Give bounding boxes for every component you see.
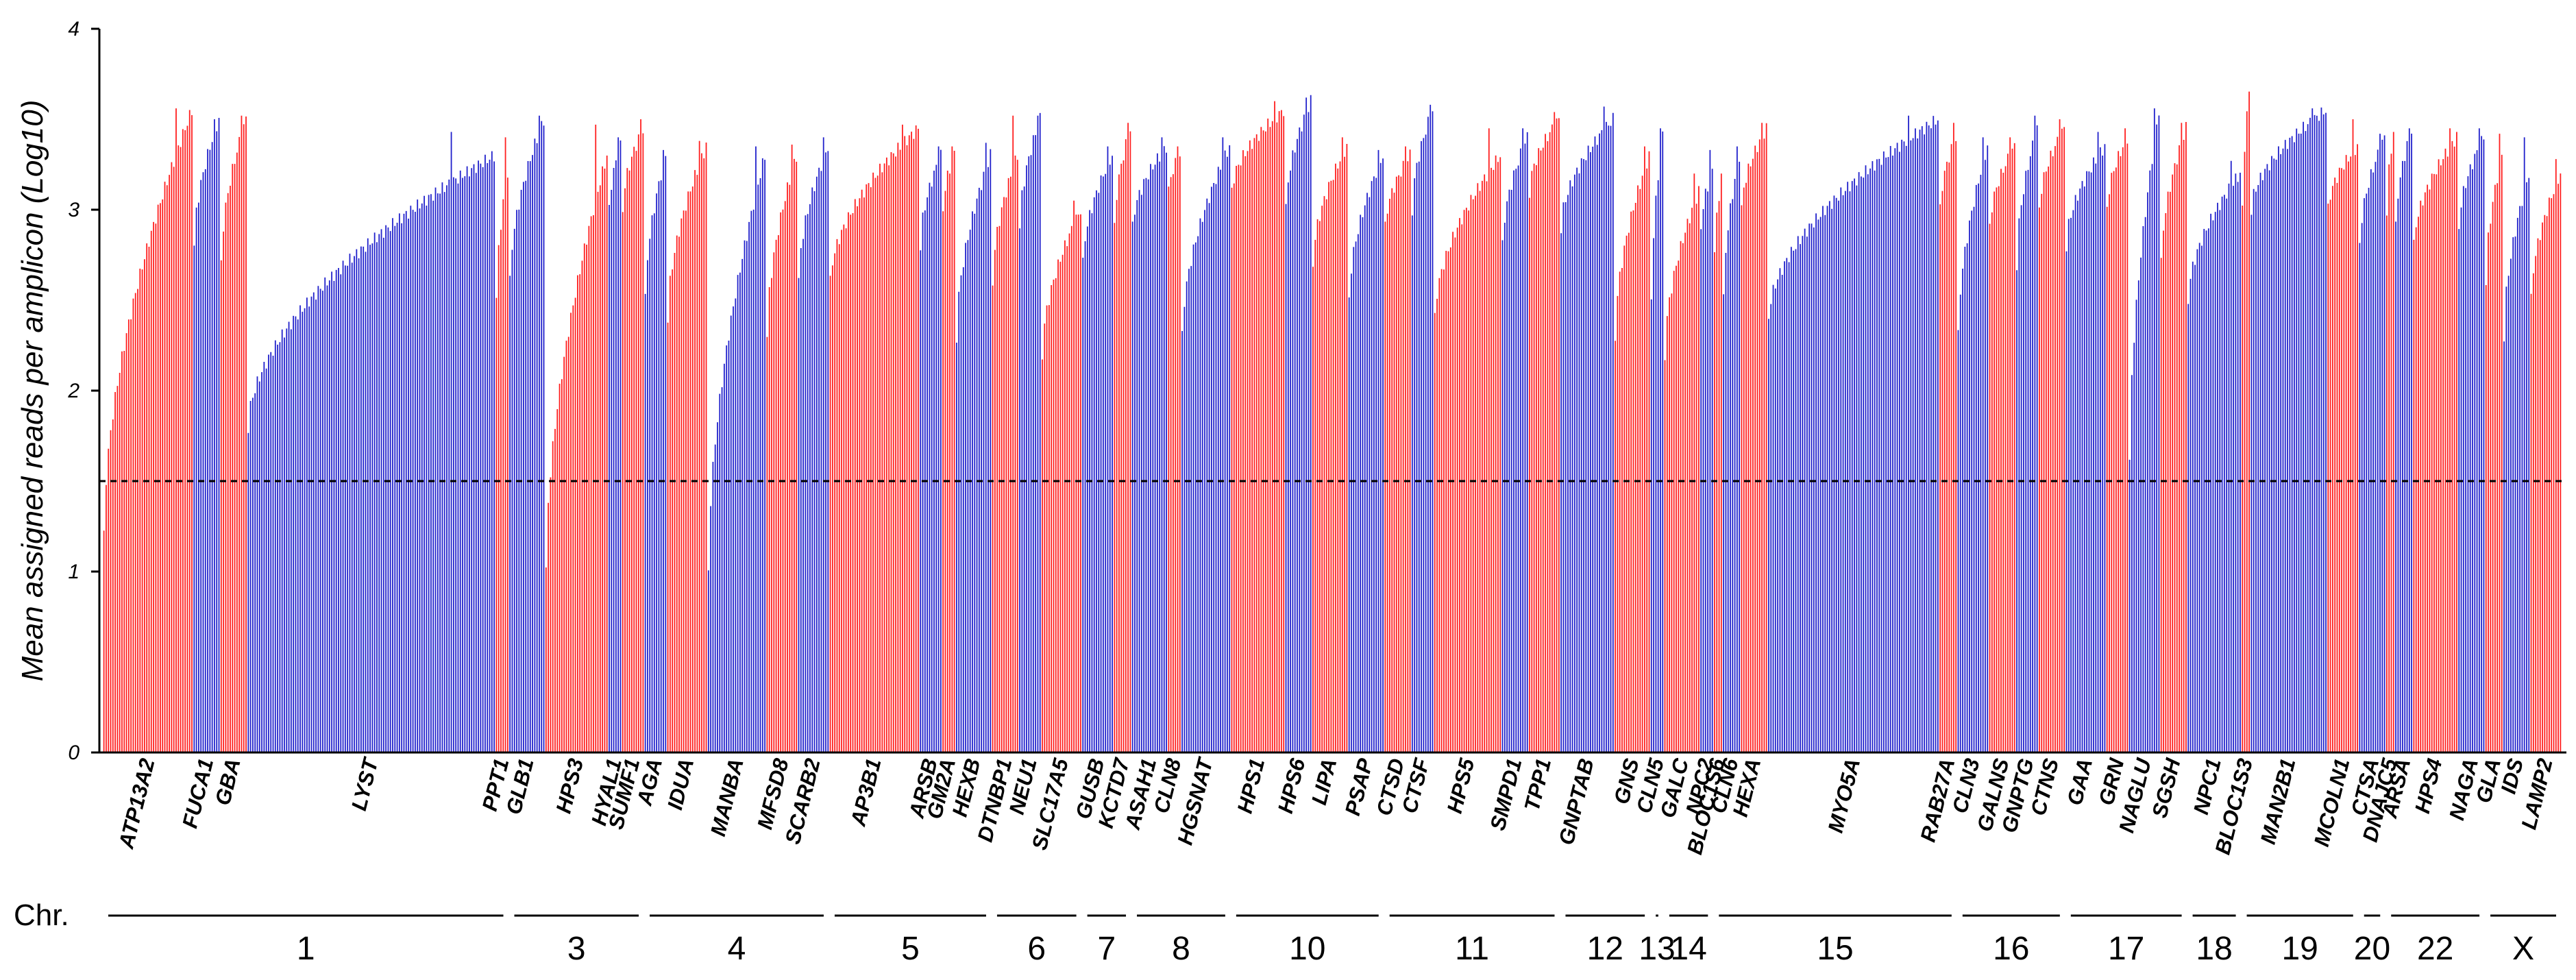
chromosome-label: 16 bbox=[1993, 931, 2029, 967]
chromosome-label: 8 bbox=[1172, 931, 1190, 967]
gene-label: NPC1 bbox=[2189, 756, 2226, 817]
chromosome-label: 20 bbox=[2354, 931, 2390, 967]
y-ticks: 0 1 2 3 4 bbox=[67, 18, 99, 764]
chromosome-label: 4 bbox=[728, 931, 746, 967]
chromosome-label: 17 bbox=[2108, 931, 2144, 967]
gene-label: SMPD1 bbox=[1486, 756, 1527, 833]
chromosome-label: 19 bbox=[2281, 931, 2318, 967]
chromosome-label: X bbox=[2512, 931, 2534, 967]
chromosome-label: 10 bbox=[1289, 931, 1325, 967]
chromosome-label: 14 bbox=[1670, 931, 1706, 967]
gene-label: HPS1 bbox=[1233, 756, 1270, 816]
gene-label: GAA bbox=[2063, 756, 2098, 807]
chromosome-label: 6 bbox=[1027, 931, 1046, 967]
chromosome-label: 11 bbox=[1455, 931, 1489, 967]
chromosome-label: 13 bbox=[1639, 931, 1675, 967]
bar-series bbox=[103, 91, 2562, 752]
chromosome-label: 12 bbox=[1587, 931, 1623, 967]
chromosome-label: 1 bbox=[297, 931, 315, 967]
gene-label: MCOLN1 bbox=[2309, 756, 2355, 848]
y-tick-label: 1 bbox=[68, 561, 79, 583]
gene-label: LYST bbox=[347, 754, 383, 813]
gene-label: MANBA bbox=[706, 756, 748, 838]
gene-label: ATP13A2 bbox=[114, 756, 160, 851]
chromosome-label: 5 bbox=[901, 931, 920, 967]
gene-label: HPS3 bbox=[552, 756, 589, 816]
y-tick-label: 4 bbox=[68, 18, 79, 40]
chromosome-label: 15 bbox=[1817, 931, 1853, 967]
chromosome-prefix: Chr. bbox=[14, 898, 69, 932]
gene-label: MYO5A bbox=[1824, 756, 1865, 835]
chromosome-label: 18 bbox=[2196, 931, 2232, 967]
gene-label: PSAP bbox=[1340, 756, 1377, 818]
gene-label: GNPTAB bbox=[1554, 756, 1599, 847]
y-axis-title: Mean assigned reads per amplicon (Log10) bbox=[16, 100, 49, 682]
y-tick-label: 0 bbox=[68, 742, 79, 764]
gene-label: HPS6 bbox=[1273, 755, 1310, 816]
gene-label: LIPA bbox=[1307, 756, 1341, 807]
chromosome-label: 22 bbox=[2417, 931, 2453, 967]
gene-label: IDUA bbox=[663, 756, 698, 812]
gene-label: HPS5 bbox=[1443, 755, 1480, 816]
chromosome-label: 3 bbox=[567, 931, 586, 967]
gene-label: MAN2B1 bbox=[2256, 756, 2301, 846]
y-tick-label: 3 bbox=[68, 199, 79, 221]
y-tick-label: 2 bbox=[67, 380, 79, 402]
chromosome-label: 7 bbox=[1097, 931, 1116, 967]
gene-label: HPS4 bbox=[2410, 756, 2447, 816]
gene-label: AP3B1 bbox=[846, 756, 885, 829]
